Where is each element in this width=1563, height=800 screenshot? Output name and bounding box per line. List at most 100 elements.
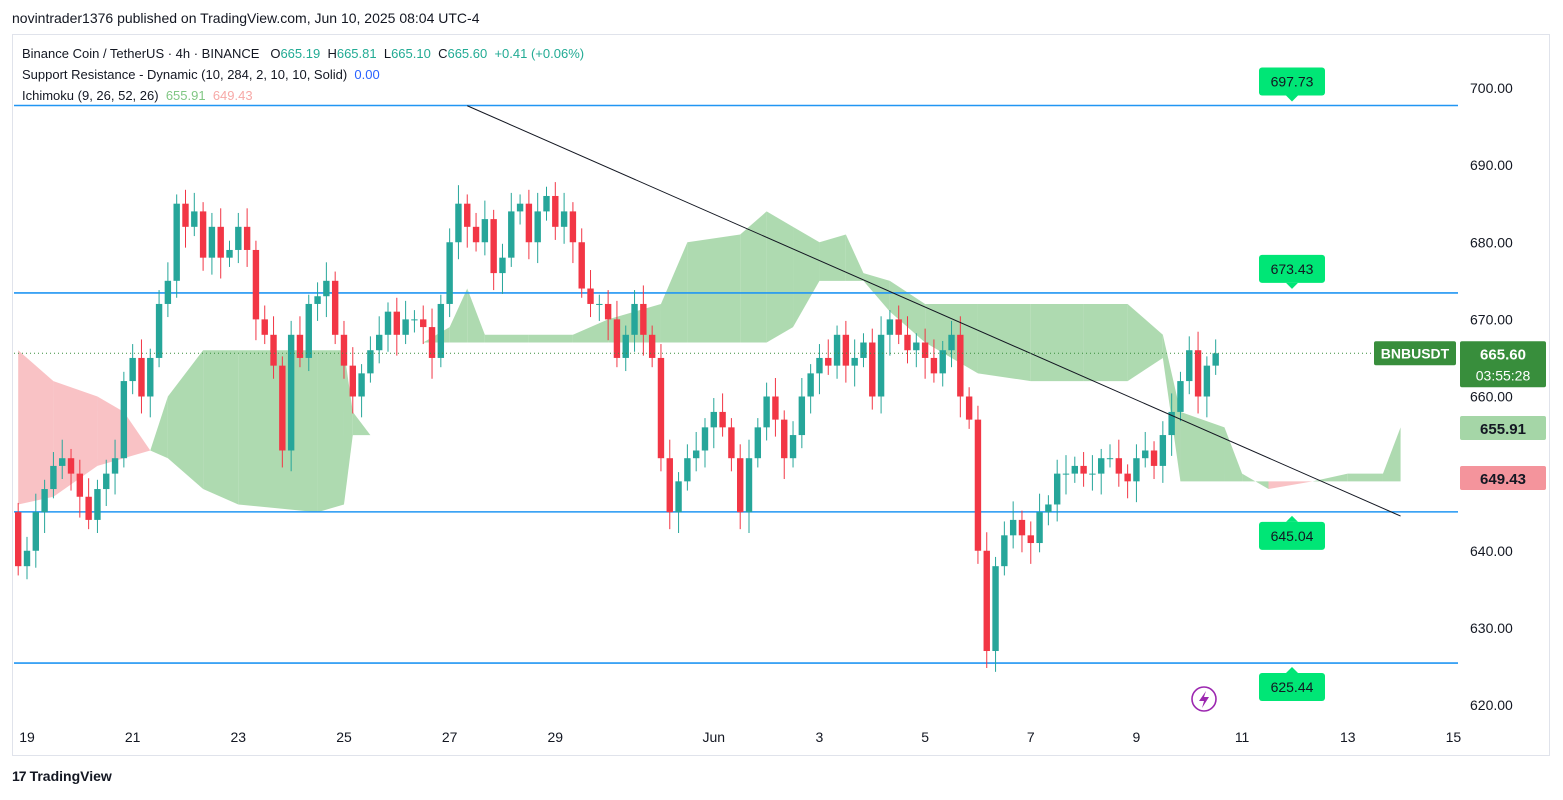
ichimoku-cloud-segment (1268, 481, 1313, 490)
legend-indicator-ichimoku[interactable]: Ichimoku (9, 26, 52, 26) 655.91 649.43 (22, 88, 253, 103)
candle-body (32, 512, 40, 551)
candle-body (640, 303, 647, 335)
candle-body (138, 357, 145, 397)
level-label-text: 673.43 (1271, 261, 1314, 277)
candle-body (587, 288, 594, 304)
candle-body (543, 195, 550, 212)
candle-body (965, 396, 973, 420)
candle-body (217, 226, 224, 258)
legend-indicator-sr[interactable]: Support Resistance - Dynamic (10, 284, 2… (22, 67, 380, 82)
candle-body (384, 311, 392, 335)
candle-body (1080, 465, 1087, 474)
ichimoku-cloud-segment (467, 288, 485, 343)
candle-body (648, 334, 656, 358)
y-axis-tick-label: 670.00 (1470, 311, 1513, 327)
candle-body (1168, 411, 1175, 436)
candle-body (50, 465, 57, 490)
candle-body (1159, 435, 1167, 466)
legend-l-label: L (383, 46, 392, 61)
candle-body (631, 303, 638, 335)
candle-body (1203, 365, 1211, 397)
ichimoku-cloud-segment (352, 411, 371, 436)
candle-body (472, 226, 480, 243)
candle-body (1212, 353, 1219, 366)
ichimoku-cloud-segment (1382, 427, 1401, 482)
ichimoku-cloud-segment (1083, 303, 1128, 382)
y-axis-tick-label: 640.00 (1470, 543, 1513, 559)
candle-body (499, 257, 506, 274)
candle-body (420, 319, 427, 328)
candle-body (1124, 473, 1131, 482)
trendline (467, 105, 1401, 517)
candle-body (807, 373, 814, 397)
ichimoku-cloud-segment (53, 381, 98, 497)
candle-body (349, 365, 356, 397)
current-price-value: 665.60 (1480, 346, 1526, 363)
candle-body (446, 242, 453, 304)
x-axis-tick-label: 25 (336, 729, 352, 745)
candle-body (701, 427, 709, 451)
legend-h-value: 665.81 (336, 46, 377, 61)
ichimoku-cloud-segment (370, 350, 397, 436)
candle-body (869, 342, 876, 397)
candle-body (1133, 458, 1140, 482)
chart-frame (12, 34, 1550, 756)
candle-body (1098, 458, 1105, 474)
candle-body (728, 427, 735, 459)
candle-body (120, 381, 128, 459)
candle-body (173, 203, 180, 281)
candle-body (948, 334, 955, 351)
candle-body (23, 550, 31, 567)
candle-body (155, 303, 163, 358)
x-axis-tick-label: 19 (19, 729, 35, 745)
candle-body (323, 280, 330, 297)
footer-brand[interactable]: 17 TradingView (12, 768, 112, 784)
ichimoku-cloud-segment (203, 350, 239, 505)
candle-body (1071, 465, 1078, 474)
candle-body (825, 357, 832, 366)
level-label-tag: 645.04 (1259, 515, 1325, 550)
candle-body (895, 319, 902, 335)
ichimoku-cloud-segment (97, 396, 124, 466)
candle-body (59, 458, 66, 466)
candle-body (710, 411, 717, 428)
y-axis-tick-label: 700.00 (1470, 80, 1513, 96)
ichimoku-cloud-segment (238, 350, 318, 513)
candle-body (41, 489, 48, 513)
candle-body (14, 512, 22, 567)
candle-body (1186, 350, 1193, 382)
candle-body (534, 211, 541, 243)
ichimoku-cloud-segment (766, 211, 794, 343)
candle-body (719, 411, 726, 428)
candle-body (393, 311, 401, 335)
candle-body (578, 242, 585, 289)
level-label-text: 697.73 (1271, 74, 1314, 90)
candle-countdown: 03:55:28 (1476, 367, 1531, 383)
candle-body (860, 342, 867, 358)
x-axis-tick-label: 29 (548, 729, 564, 745)
candle-body (1106, 458, 1114, 460)
symbol-tag (1374, 341, 1456, 366)
candle-body (296, 334, 304, 358)
candle-body (921, 342, 929, 358)
ichimoku-cloud-segment (572, 319, 609, 343)
candle-body (877, 334, 885, 397)
x-axis-tick-label: 3 (816, 729, 824, 745)
ichimoku-span-a-value: 655.91 (1480, 421, 1526, 438)
y-axis-tick-label: 680.00 (1470, 234, 1513, 250)
candle-body (1115, 458, 1123, 474)
candle-body (992, 566, 999, 652)
ichimoku-cloud-segment (1347, 473, 1383, 482)
candle-body (604, 303, 612, 320)
tradingview-logo-icon: 17 (12, 768, 27, 784)
legend-c-value: 665.60 (447, 46, 488, 61)
level-label-tag: 697.73 (1259, 67, 1325, 102)
legend-symbol[interactable]: Binance Coin / TetherUS · 4h · BINANCE (22, 46, 260, 61)
x-axis-tick-label: 13 (1340, 729, 1356, 745)
candle-body (270, 334, 277, 366)
legend-ichimoku-b: 649.43 (212, 88, 253, 103)
x-axis-tick-label: 21 (125, 729, 141, 745)
candle-body (939, 350, 946, 374)
y-axis-tick-label: 660.00 (1470, 389, 1513, 405)
